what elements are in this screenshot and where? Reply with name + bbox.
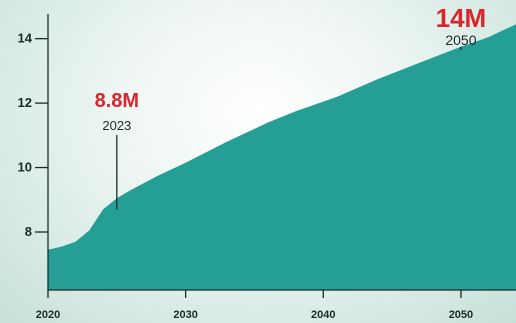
callout-year-label: 2023	[102, 118, 131, 133]
x-tick-label: 2050	[449, 309, 473, 321]
x-tick-label: 2020	[36, 309, 60, 321]
y-tick-label: 8	[25, 224, 32, 239]
callout-year-label: 2050	[445, 32, 476, 48]
y-tick-label: 12	[18, 95, 32, 110]
callout-value-label: 14M	[436, 3, 487, 33]
axis-layer: 8 10 12 14 2020 2030 2040 2050	[18, 14, 516, 321]
x-tick-label: 2040	[311, 309, 335, 321]
y-tick-label: 10	[18, 160, 32, 175]
area-layer	[48, 24, 516, 290]
callout-value-label: 8.8M	[95, 90, 139, 112]
area-series	[48, 24, 516, 290]
y-tick-label: 14	[18, 31, 33, 46]
x-tick-label: 2030	[173, 309, 197, 321]
